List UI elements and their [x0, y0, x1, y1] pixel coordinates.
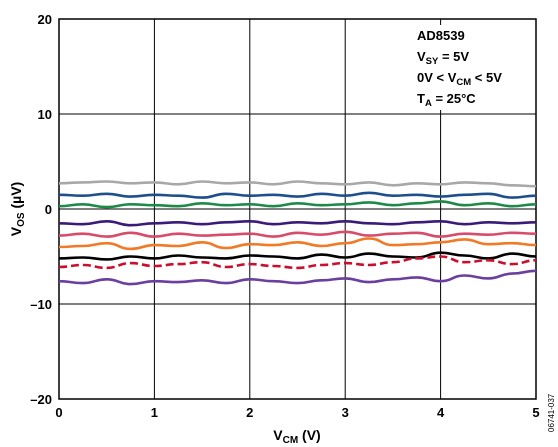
y-axis-title: VOS (µV): [8, 182, 27, 236]
figure-code: 06741-037: [547, 393, 556, 432]
y-tick-label: –10: [30, 297, 52, 312]
annotation-temperature: TA = 25°C: [417, 91, 476, 109]
series-layer: [58, 180, 537, 286]
series-line-5: [58, 230, 537, 238]
annotation-box: AD8539 VSY = 5V 0V < VCM < 5V TA = 25°C: [411, 25, 531, 110]
x-tick-label: 2: [246, 405, 253, 420]
plot-frame: [58, 18, 537, 400]
series-line-1: [58, 180, 537, 188]
y-tick-labels: 20 10 0 –10 –20: [30, 12, 52, 407]
x-tick-labels: 0 1 2 3 4 5: [55, 405, 539, 420]
series-line-9: [58, 269, 537, 286]
annotation-title: AD8539: [417, 28, 465, 43]
annotation-vcm-range: 0V < VCM < 5V: [417, 70, 502, 88]
y-tick-label: 0: [45, 202, 52, 217]
series-line-8: [58, 255, 537, 270]
series-line-6: [58, 237, 537, 251]
x-tick-label: 0: [55, 405, 62, 420]
y-tick-label: –20: [30, 392, 52, 407]
annotation-supply: VSY = 5V: [417, 49, 469, 67]
x-tick-label: 1: [151, 405, 158, 420]
x-axis-title: VCM (V): [273, 427, 320, 446]
y-tick-label: 20: [38, 12, 52, 27]
series-line-4: [58, 220, 537, 227]
series-line-2: [58, 191, 537, 199]
series-line-7: [58, 251, 537, 261]
annotation-background: [411, 25, 531, 110]
x-tick-label: 5: [532, 405, 539, 420]
x-tick-label: 4: [437, 405, 445, 420]
y-tick-label: 10: [38, 107, 52, 122]
x-tick-label: 3: [342, 405, 349, 420]
series-line-3: [58, 200, 537, 209]
